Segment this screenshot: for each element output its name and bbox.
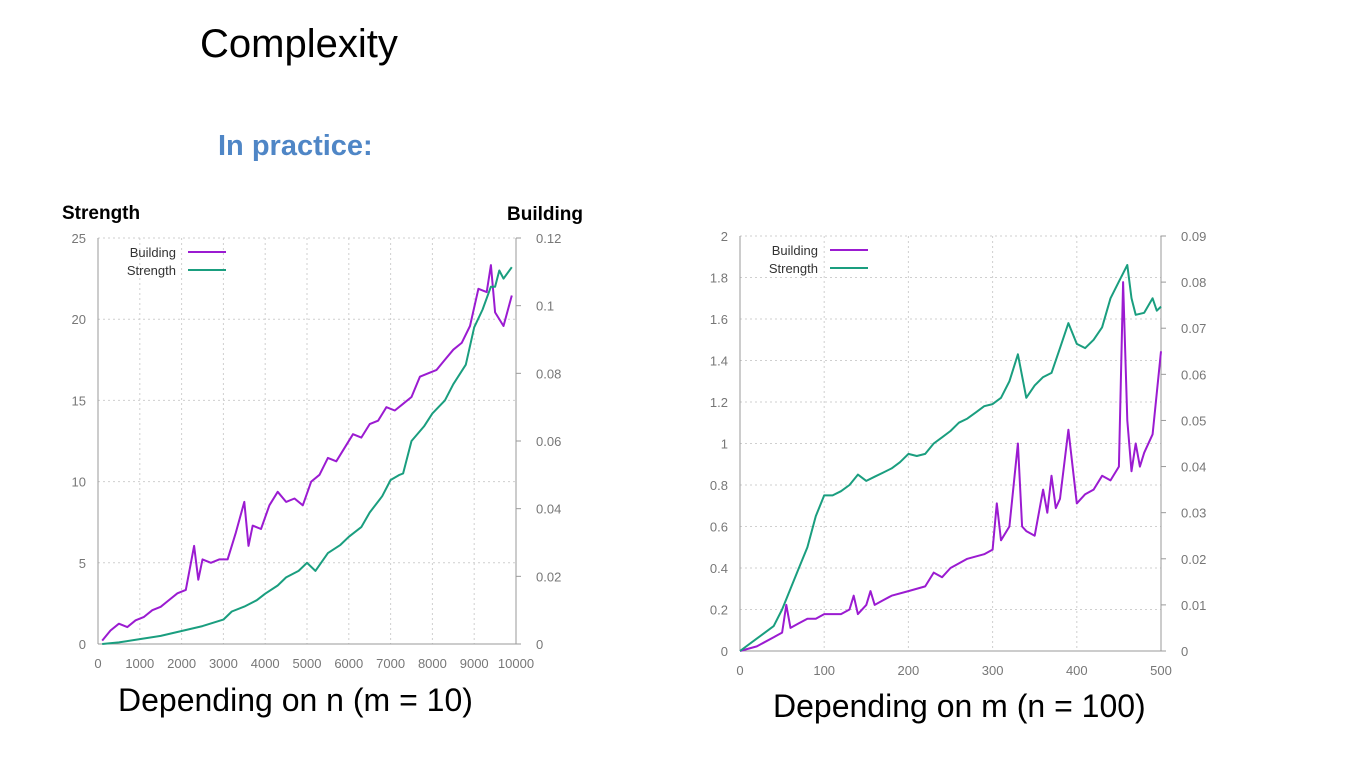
y-tick-right: 0.04 — [1181, 460, 1206, 475]
y-tick-left: 0.8 — [710, 478, 728, 493]
y-tick-left: 5 — [79, 556, 86, 571]
right-axis-title: Building — [507, 204, 583, 225]
y-tick-left: 0.6 — [710, 520, 728, 535]
x-tick: 4000 — [251, 656, 280, 671]
legend-label: Building — [130, 245, 176, 260]
x-tick: 2000 — [167, 656, 196, 671]
slide-title: Complexity — [200, 22, 398, 66]
y-tick-right: 0.02 — [536, 569, 561, 584]
series-line-strength — [102, 266, 513, 645]
x-tick: 3000 — [209, 656, 238, 671]
y-tick-right: 0.06 — [1181, 367, 1206, 382]
y-tick-right: 0.08 — [536, 366, 561, 381]
y-tick-right: 0.05 — [1181, 413, 1206, 428]
legend-label: Building — [772, 243, 818, 258]
x-tick: 8000 — [418, 656, 447, 671]
y-tick-right: 0.09 — [1181, 229, 1206, 244]
y-tick-right: 0.02 — [1181, 552, 1206, 567]
x-tick: 0 — [94, 656, 101, 671]
y-tick-left: 15 — [72, 393, 86, 408]
legend-label: Strength — [127, 263, 176, 278]
series-line-building — [739, 281, 1162, 652]
y-tick-right: 0.06 — [536, 434, 561, 449]
y-tick-right: 0.04 — [536, 502, 561, 517]
y-tick-left: 10 — [72, 475, 86, 490]
y-tick-left: 1 — [721, 437, 728, 452]
y-tick-right: 0 — [536, 637, 543, 652]
y-tick-left: 0.2 — [710, 603, 728, 618]
y-tick-right: 0 — [1181, 644, 1188, 659]
y-tick-left: 1.8 — [710, 271, 728, 286]
caption-right: Depending on m (n = 100) — [773, 688, 1146, 724]
x-tick: 5000 — [293, 656, 322, 671]
y-tick-left: 0 — [721, 644, 728, 659]
chart-n: 0 5 10 15 20 25 0 0.02 0.04 0.06 0.08 0.1 0.12 0 1000 2… — [72, 231, 562, 671]
y-tick-right: 0.1 — [536, 299, 554, 314]
x-tick: 100 — [813, 663, 835, 678]
x-tick: 7000 — [376, 656, 405, 671]
y-tick-left: 1.2 — [710, 395, 728, 410]
chart-m: 0 0.2 0.4 0.6 0.8 1 1.2 1.4 1.6 1.8 2 0 0.01 0.02 0.03… — [710, 229, 1206, 678]
y-tick-left: 20 — [72, 312, 86, 327]
x-tick: 300 — [982, 663, 1004, 678]
legend-label: Strength — [769, 261, 818, 276]
y-tick-right: 0.07 — [1181, 321, 1206, 336]
x-tick: 500 — [1150, 663, 1172, 678]
y-tick-left: 1.6 — [710, 312, 728, 327]
x-tick: 6000 — [334, 656, 363, 671]
y-tick-left: 0.4 — [710, 561, 728, 576]
y-tick-left: 25 — [72, 231, 86, 246]
y-tick-right: 0.01 — [1181, 598, 1206, 613]
y-tick-right: 0.03 — [1181, 506, 1206, 521]
slide-subtitle: In practice: — [218, 130, 373, 162]
x-tick: 10000 — [498, 656, 534, 671]
y-tick-right: 0.08 — [1181, 275, 1206, 290]
x-tick: 400 — [1066, 663, 1088, 678]
x-tick: 9000 — [460, 656, 489, 671]
y-tick-left: 2 — [721, 229, 728, 244]
x-tick: 0 — [736, 663, 743, 678]
x-tick: 1000 — [125, 656, 154, 671]
y-tick-left: 0 — [79, 637, 86, 652]
x-tick: 200 — [898, 663, 920, 678]
series-line-strength — [739, 264, 1162, 652]
y-tick-left: 1.4 — [710, 354, 728, 369]
caption-left: Depending on n (m = 10) — [118, 682, 473, 718]
left-axis-title: Strength — [62, 203, 141, 224]
series-line-building — [101, 264, 513, 642]
y-tick-right: 0.12 — [536, 231, 561, 246]
